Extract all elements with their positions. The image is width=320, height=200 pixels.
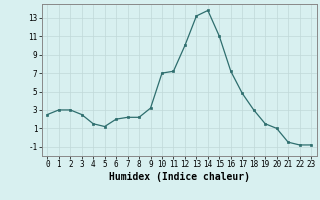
X-axis label: Humidex (Indice chaleur): Humidex (Indice chaleur) xyxy=(109,172,250,182)
